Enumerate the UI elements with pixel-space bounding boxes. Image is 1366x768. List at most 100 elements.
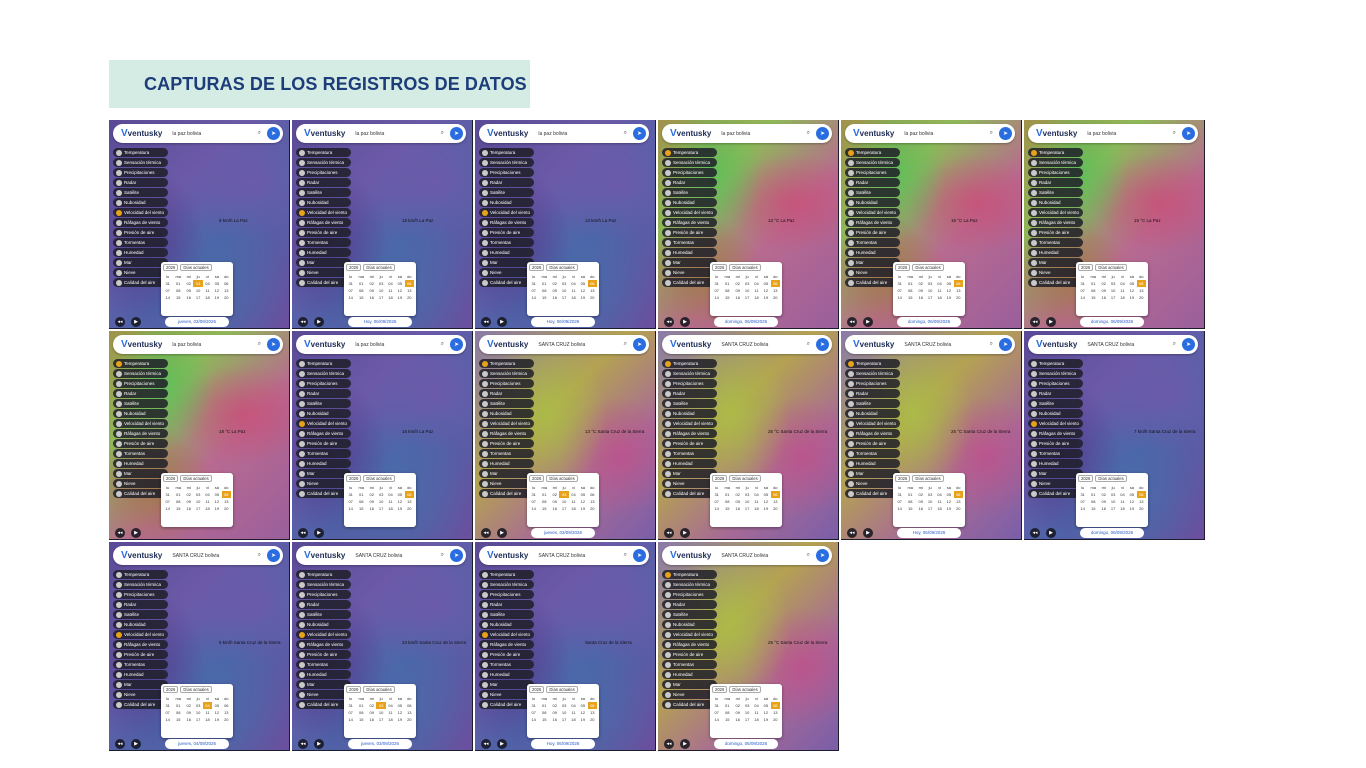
layer-item[interactable]: Humedad [113, 248, 169, 257]
play-icon[interactable]: ▶ [1046, 317, 1056, 327]
year-select[interactable]: 2026 [346, 264, 362, 271]
calendar-day[interactable]: 31 [165, 703, 170, 708]
calendar-day[interactable]: 01 [359, 703, 364, 708]
layer-item[interactable]: Nieve [296, 268, 352, 277]
layer-item[interactable]: Nieve [296, 690, 352, 699]
calendar-day[interactable]: 05 [397, 703, 403, 708]
layer-item[interactable]: Radar [845, 178, 901, 187]
calendar-day[interactable]: 07 [1080, 499, 1085, 504]
layer-item[interactable]: Nieve [113, 690, 169, 699]
calendar-day[interactable]: 15 [542, 295, 547, 300]
calendar-day[interactable]: 08 [908, 288, 913, 293]
layer-item[interactable]: Nubosidad [479, 620, 535, 629]
calendar-day[interactable]: 18 [571, 295, 576, 300]
calendar-day[interactable]: 15 [176, 506, 181, 511]
calendar-day[interactable]: 08 [359, 710, 364, 715]
layer-item[interactable]: Temperatura [113, 148, 169, 157]
layer-item[interactable]: Nieve [662, 479, 718, 488]
layer-item[interactable]: Humedad [845, 459, 901, 468]
calendar-day[interactable]: 16 [1101, 295, 1106, 300]
play-icon[interactable]: ▶ [497, 317, 507, 327]
layer-item[interactable]: Sensación térmica [296, 580, 352, 589]
layer-item[interactable]: Nieve [479, 268, 535, 277]
calendar-day[interactable]: 20 [224, 295, 229, 300]
layer-item[interactable]: Humedad [479, 248, 535, 257]
calendar-day[interactable]: 18 [1120, 295, 1125, 300]
calendar-day[interactable]: 17 [561, 717, 567, 722]
calendar-day[interactable]: 08 [1091, 499, 1096, 504]
calendar-day[interactable]: 12 [397, 710, 403, 715]
layer-item[interactable]: Ráfagas de viento [479, 218, 535, 227]
calendar-day[interactable]: 08 [359, 499, 364, 504]
layer-item[interactable]: Humedad [662, 459, 718, 468]
calendar-day[interactable]: 16 [369, 506, 374, 511]
calendar-day[interactable]: 07 [897, 288, 902, 293]
calendar-day[interactable]: 15 [359, 717, 364, 722]
calendar-day[interactable]: 05 [580, 492, 586, 497]
layer-item[interactable]: Satélite [1028, 399, 1084, 408]
calendar-day[interactable]: 14 [165, 717, 170, 722]
search-input[interactable]: SANTA CRUZ bolivia [538, 341, 586, 348]
calendar-day[interactable]: 06 [770, 702, 780, 709]
calendar-day[interactable]: 08 [176, 499, 181, 504]
calendar-day[interactable]: 11 [937, 499, 942, 504]
date-pill[interactable]: Hoy, 06/09/2026 [897, 528, 961, 538]
layer-item[interactable]: Precipitaciones [113, 379, 169, 388]
calendar-day[interactable]: 16 [735, 506, 740, 511]
layer-item[interactable]: Humedad [479, 670, 535, 679]
layer-item[interactable]: Humedad [113, 459, 169, 468]
layer-item[interactable]: Temperatura [296, 148, 352, 157]
layer-item[interactable]: Tormentas [662, 660, 718, 669]
date-picker[interactable]: 2026 Días actuales lu ma mi ju vi sá do 31 01 02 03 0… [893, 473, 965, 527]
location-arrow-icon[interactable]: ➤ [999, 127, 1012, 140]
calendar-day[interactable]: 11 [571, 288, 576, 293]
layer-item[interactable]: Calidad del aire [662, 278, 718, 287]
calendar-day[interactable]: 31 [1080, 492, 1085, 497]
calendar-day[interactable]: 04 [937, 281, 942, 286]
calendar-day[interactable]: 05 [214, 281, 220, 286]
year-select[interactable]: 2026 [163, 264, 179, 271]
calendar-day[interactable]: 07 [348, 499, 353, 504]
calendar-day[interactable]: 14 [531, 506, 536, 511]
rewind-icon[interactable]: ◂◂ [1030, 528, 1040, 538]
layer-item[interactable]: Mar [113, 469, 169, 478]
layer-item[interactable]: Mar [113, 258, 169, 267]
layer-item[interactable]: Radar [662, 389, 718, 398]
rewind-icon[interactable]: ◂◂ [298, 317, 308, 327]
calendar-day[interactable]: 19 [946, 295, 952, 300]
layer-item[interactable]: Nieve [845, 479, 901, 488]
layer-item[interactable]: Temperatura [113, 570, 169, 579]
calendar-day[interactable]: 18 [388, 717, 393, 722]
calendar-day[interactable]: 18 [388, 295, 393, 300]
calendar-day[interactable]: 14 [897, 295, 902, 300]
calendar-day[interactable]: 11 [388, 288, 393, 293]
calendar-day[interactable]: 08 [542, 499, 547, 504]
calendar-day[interactable]: 06 [587, 702, 597, 709]
calendar-day[interactable]: 15 [725, 506, 730, 511]
layer-item[interactable]: Sensación térmica [479, 158, 535, 167]
calendar-day[interactable]: 05 [763, 703, 769, 708]
layer-item[interactable]: Presión de aire [479, 439, 535, 448]
calendar-day[interactable]: 14 [1080, 506, 1085, 511]
year-select[interactable]: 2026 [163, 475, 179, 482]
layer-item[interactable]: Nieve [1028, 479, 1084, 488]
calendar-day[interactable]: 13 [1139, 499, 1144, 504]
calendar-day[interactable]: 07 [714, 499, 719, 504]
layer-item[interactable]: Nieve [479, 479, 535, 488]
location-arrow-icon[interactable]: ➤ [816, 338, 829, 351]
rewind-icon[interactable]: ◂◂ [664, 739, 674, 749]
year-select[interactable]: 2026 [895, 264, 911, 271]
calendar-day[interactable]: 07 [531, 710, 536, 715]
calendar-day[interactable]: 04 [388, 281, 393, 286]
calendar-day[interactable]: 10 [378, 288, 384, 293]
layer-item[interactable]: Velocidad del viento [479, 630, 535, 639]
calendar-day[interactable]: 18 [1120, 506, 1125, 511]
calendar-day[interactable]: 02 [918, 492, 923, 497]
layer-item[interactable]: Mar [662, 469, 718, 478]
layer-item[interactable]: Calidad del aire [845, 278, 901, 287]
calendar-day[interactable]: 16 [918, 506, 923, 511]
calendar-day[interactable]: 09 [552, 499, 557, 504]
layer-item[interactable]: Velocidad del viento [113, 630, 169, 639]
calendar-day[interactable]: 07 [348, 710, 353, 715]
calendar-day[interactable]: 13 [590, 499, 595, 504]
